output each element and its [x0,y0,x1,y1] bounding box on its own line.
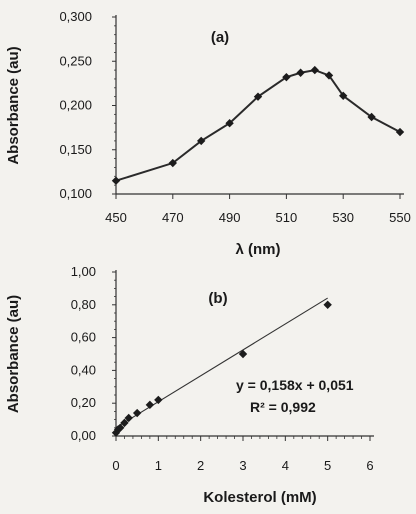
panel-label: (b) [208,290,227,307]
data-point [116,423,125,432]
chart-panel-a: 0,100 0,150 0,200 0,250 0,300 450 470 490 510 530… [5,9,411,258]
data-point [310,65,319,75]
data-point [168,158,177,168]
x-tick-label: 5 [324,458,331,473]
y-tick-label: 0,250 [59,53,92,68]
panel-label: (a) [211,29,229,46]
x-tick-label: 490 [219,210,241,225]
y-tick-label: 0,00 [71,428,96,443]
x-tick-label: 6 [366,458,373,473]
data-point [124,413,133,423]
y-axis-title: Absorbance (au) [5,295,22,413]
x-tick-label: 470 [162,210,184,225]
data-point [111,176,121,185]
y-tick-label: 0,40 [71,362,96,377]
y-tick-label: 0,150 [59,142,92,157]
y-tick-label: 0,20 [71,395,96,410]
y-tick-label: 0,300 [59,9,92,24]
data-point [395,127,405,137]
trend-equation-1: R² = 0,992 [250,399,316,415]
x-axis-title: λ (nm) [236,241,281,258]
x-tick-label: 550 [389,210,411,225]
data-point [282,72,291,82]
data-point [238,349,248,359]
x-axis-title: Kolesterol (mM) [203,489,316,506]
data-point [154,395,163,405]
data-point [367,112,376,122]
x-tick-label: 4 [282,458,289,473]
data-point [339,91,348,100]
data-point [132,408,142,418]
y-axis-title: Absorbance (au) [5,46,22,164]
y-tick-label: 0,80 [71,297,96,312]
data-point [323,300,332,309]
data-point [253,92,263,101]
x-tick-label: 3 [239,458,246,473]
data-point [225,119,234,128]
y-tick-label: 0,200 [59,98,92,113]
series-line [115,69,401,182]
x-tick-label: 450 [105,210,127,225]
y-tick-label: 1,00 [71,264,96,279]
y-tick-label: 0,100 [59,186,92,201]
data-point [197,136,206,146]
chart-panel-b: 0,00 0,20 0,40 0,60 0,80 1,00 0 1 2 3 4 5 6 Kolestero… [5,264,374,506]
y-tick-label: 0,60 [71,330,96,345]
x-tick-label: 510 [276,210,298,225]
x-tick-label: 1 [155,458,162,473]
data-point [296,68,305,77]
trend-equation-0: y = 0,158x + 0,051 [236,377,354,393]
x-tick-label: 530 [332,210,354,225]
data-point [120,418,129,428]
x-tick-label: 0 [112,458,119,473]
data-point [145,400,155,410]
data-point [324,71,334,80]
x-tick-label: 2 [197,458,204,473]
